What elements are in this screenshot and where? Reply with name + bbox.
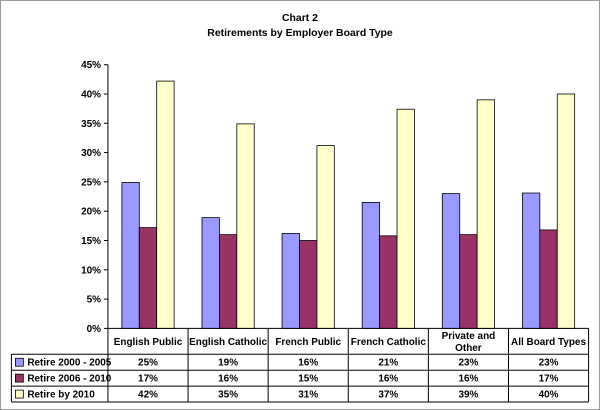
bar [441, 193, 461, 329]
data-table-value: 31% [298, 390, 318, 401]
data-table-value: 21% [378, 358, 398, 369]
category-label: All Board Types [511, 337, 586, 348]
data-table-value: 16% [218, 374, 238, 385]
y-tick-label: 30% [81, 148, 101, 159]
bar [539, 229, 558, 329]
bar [379, 235, 398, 329]
data-table-value: 39% [458, 390, 478, 401]
category-label: French Catholic [351, 337, 427, 348]
legend-swatch [14, 373, 24, 383]
data-table-value: 16% [458, 374, 478, 385]
bar [121, 182, 140, 329]
data-table-value: 15% [298, 374, 318, 385]
data-table-value: 17% [539, 374, 559, 385]
data-table-value: 37% [378, 390, 398, 401]
y-tick-label: 25% [81, 177, 101, 188]
legend-label: Retire by 2010 [27, 390, 95, 401]
category-label: English Catholic [189, 337, 267, 348]
data-table-value: 35% [218, 390, 238, 401]
y-tick-label: 35% [81, 119, 101, 130]
legend-label: Retire 2000 - 2005 [27, 358, 111, 369]
bar [556, 93, 576, 329]
y-tick-label: 40% [81, 89, 101, 100]
category-label: Other [455, 343, 482, 354]
bar [396, 108, 415, 329]
bar [218, 234, 238, 329]
bar [316, 145, 335, 329]
plot-area: 0% 5% 10% 15% 20% 25% 30% 35% 40% 45% [81, 60, 576, 335]
data-table-value: 40% [539, 390, 559, 401]
bar [522, 192, 541, 329]
bar [236, 123, 255, 329]
legend-swatch [14, 357, 24, 367]
data-table-value: 25% [138, 358, 158, 369]
y-tick-label: 45% [81, 60, 101, 71]
bar [476, 99, 495, 329]
data-table-value: 19% [218, 358, 238, 369]
data-table-value: 16% [298, 358, 318, 369]
bar [201, 217, 220, 329]
bar [299, 240, 318, 329]
chart-subtitle: Retirements by Employer Board Type [207, 28, 393, 39]
bar [281, 233, 300, 329]
y-tick-label: 10% [81, 265, 101, 276]
data-table-value: 42% [138, 390, 158, 401]
y-tick-label: 0% [87, 324, 102, 335]
chart-title: Chart 2 [282, 13, 318, 24]
y-tick-label: 20% [81, 207, 101, 218]
data-table: English Public English Catholic French Pub… [10, 327, 590, 403]
category-label: English Public [114, 337, 183, 348]
category-label: Private and [442, 331, 496, 342]
bar [459, 234, 478, 329]
bar [138, 227, 158, 329]
data-table-value: 23% [539, 358, 559, 369]
data-table-value: 17% [138, 374, 158, 385]
bar [156, 80, 175, 329]
legend-label: Retire 2006 - 2010 [27, 374, 111, 385]
legend-swatch [14, 389, 24, 399]
y-tick-label: 15% [81, 236, 101, 247]
bar [361, 202, 381, 329]
category-label: French Public [275, 337, 341, 348]
y-tick-label: 5% [87, 295, 102, 306]
data-table-value: 16% [378, 374, 398, 385]
data-table-value: 23% [458, 358, 478, 369]
